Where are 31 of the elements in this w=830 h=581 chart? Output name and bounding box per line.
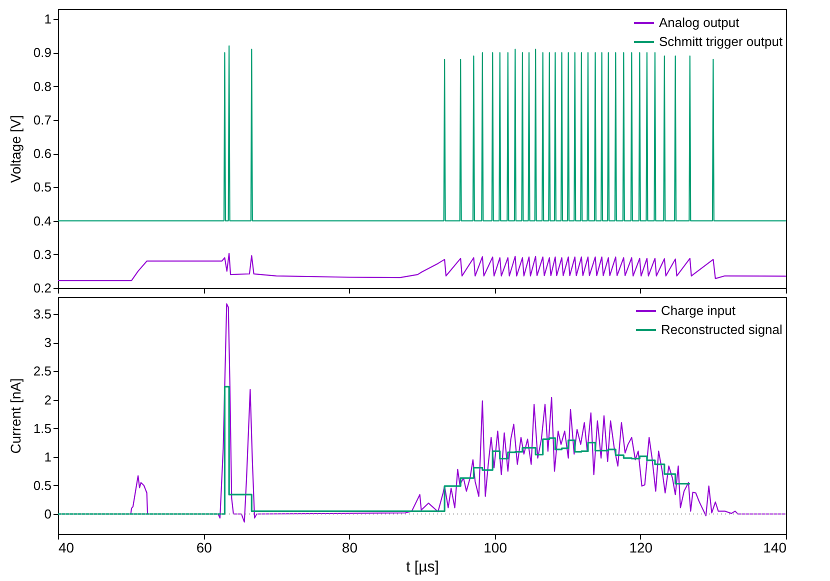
legend-label: Schmitt trigger output: [659, 34, 783, 49]
y-tick-label: 1: [44, 449, 52, 464]
x-tick-label: 80: [342, 540, 358, 556]
y-tick-label: 0.4: [33, 213, 52, 228]
y-axis-title: Current [nA]: [7, 378, 24, 454]
y-tick-label: 0.9: [33, 45, 52, 60]
x-tick-label: 100: [484, 540, 508, 556]
y-tick-label: 0.5: [33, 478, 52, 493]
y-tick-label: 0.2: [33, 280, 52, 296]
x-axis-title: t [µs]: [406, 558, 439, 576]
legend-label: Reconstructed signal: [661, 322, 783, 337]
y-tick-label: 3: [44, 335, 52, 350]
y-tick-label: 0.8: [33, 78, 52, 94]
line-series: [58, 252, 786, 282]
legend-label: Charge input: [661, 303, 736, 318]
y-tick-label: 3.5: [33, 306, 52, 322]
y-tick-label: 2.5: [33, 364, 52, 379]
legend-label: Analog output: [659, 15, 740, 30]
y-tick-label: 1.5: [33, 420, 52, 436]
y-tick-label: 0.5: [33, 180, 52, 195]
y-tick-label: 1: [44, 12, 52, 27]
y-tick-label: 2: [44, 392, 52, 408]
x-tick-label: 120: [629, 540, 653, 556]
y-tick-label: 0.7: [33, 112, 52, 128]
y-tick-label: 0.3: [33, 246, 52, 262]
y-tick-label: 0: [44, 506, 52, 522]
x-tick-label: 140: [763, 540, 787, 556]
x-tick-label: 60: [196, 540, 212, 556]
y-tick-label: 0.6: [33, 146, 52, 162]
y-axis-title: Voltage [V]: [7, 115, 24, 183]
x-tick-label: 40: [58, 540, 74, 556]
